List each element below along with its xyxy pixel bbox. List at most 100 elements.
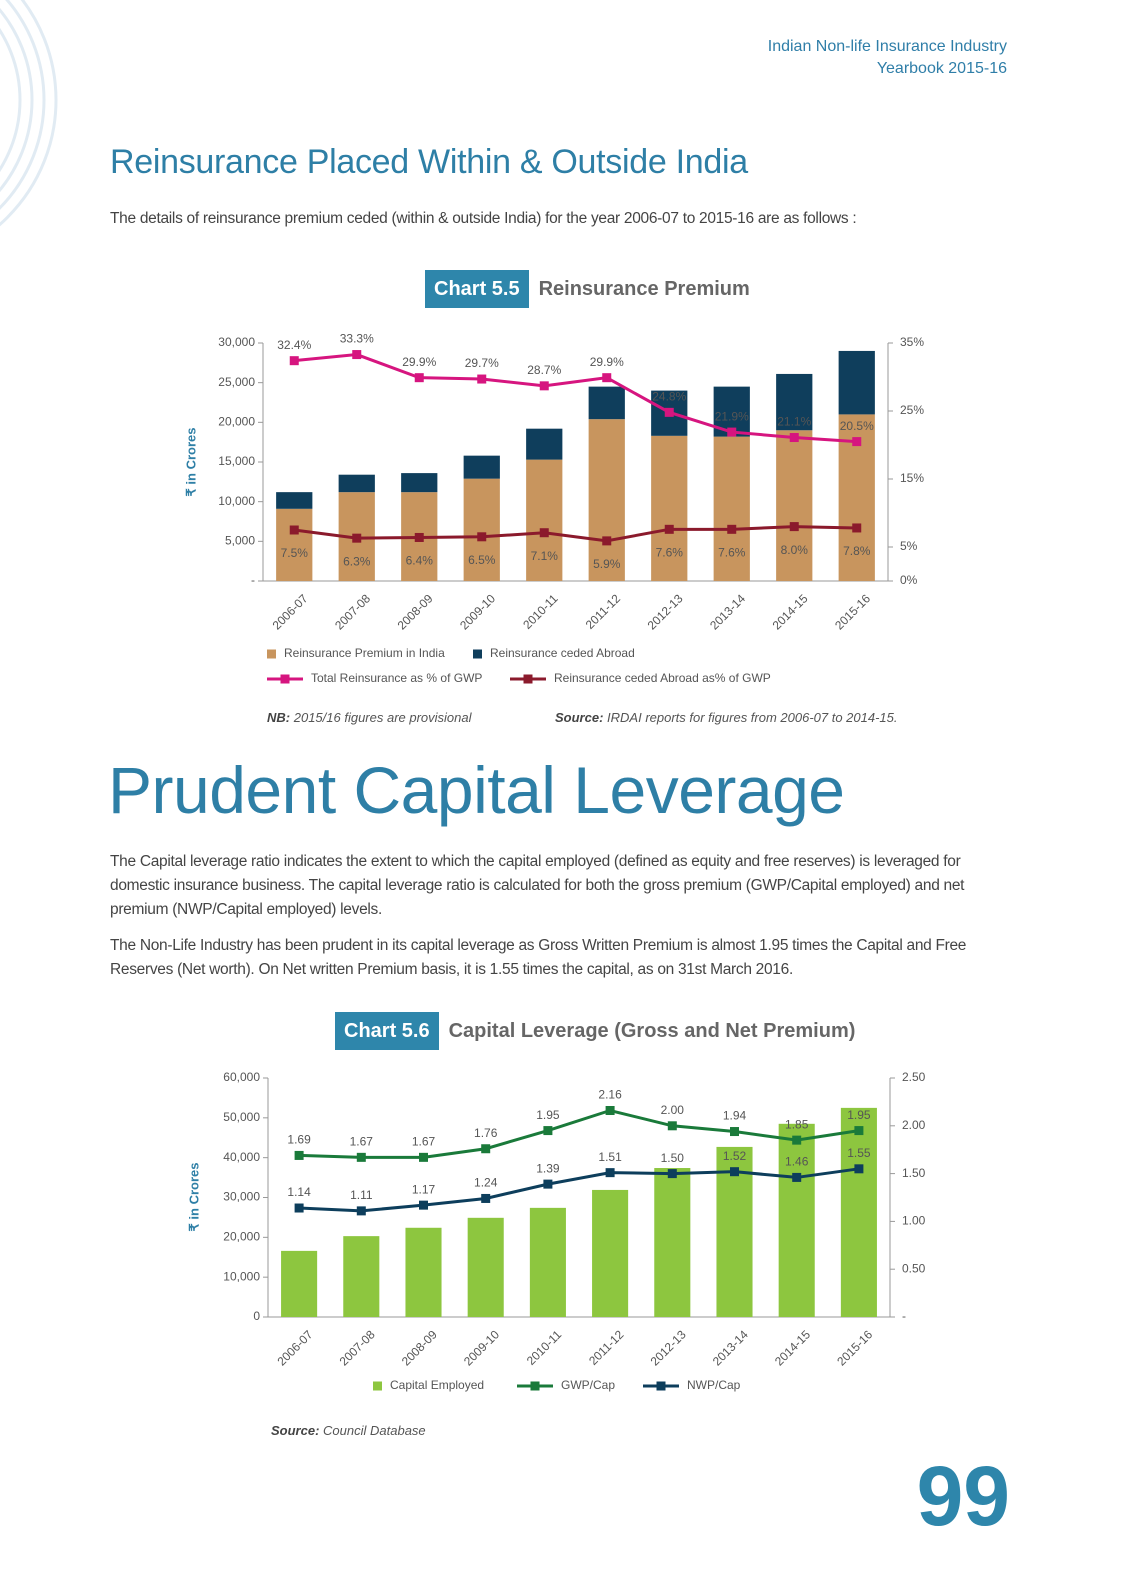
y-tick-label: 0 <box>253 1309 260 1323</box>
data-label: 1.51 <box>598 1150 622 1164</box>
line-marker <box>419 1200 428 1210</box>
bar <box>343 1236 380 1317</box>
bar <box>338 474 375 493</box>
y-tick-label: 5,000 <box>225 534 255 548</box>
data-label: 6.4% <box>406 554 434 568</box>
x-tick-label: 2010-11 <box>524 1327 565 1368</box>
data-label: 7.6% <box>718 545 746 559</box>
line-marker <box>605 1168 615 1178</box>
chart-source: Source: Council Database <box>271 1423 426 1438</box>
y2-tick-label: - <box>902 1309 906 1323</box>
header-line: Indian Non-life Insurance Industry <box>767 38 1007 55</box>
line-marker <box>854 1126 864 1136</box>
legend-swatch <box>523 674 533 684</box>
data-label: 1.11 <box>350 1188 373 1202</box>
data-label: 6.3% <box>343 554 371 568</box>
y-axis-label: ₹ in Crores <box>186 1163 201 1232</box>
line-marker <box>789 522 799 532</box>
chart-note: NB: 2015/16 figures are provisional <box>267 710 472 725</box>
bar <box>463 455 500 479</box>
line-series <box>299 1167 860 1213</box>
line-series <box>299 1108 860 1159</box>
data-label: 1.67 <box>412 1135 436 1149</box>
line-marker <box>419 1152 428 1162</box>
line-marker <box>477 374 487 384</box>
data-label: 2.16 <box>598 1088 622 1102</box>
line-series <box>294 525 857 543</box>
data-label: 1.14 <box>287 1185 311 1199</box>
y-tick-label: 60,000 <box>223 1070 260 1084</box>
legend-label: Reinsurance ceded Abroad <box>490 646 635 660</box>
bar <box>592 1189 629 1317</box>
note-label: NB: <box>267 710 291 725</box>
bar <box>588 386 625 420</box>
y-tick-label: 30,000 <box>223 1190 260 1204</box>
chart-title: Reinsurance Premium <box>538 277 750 300</box>
y-tick-label: 20,000 <box>223 1230 260 1244</box>
y2-tick-label: 0% <box>900 573 918 587</box>
x-tick-label: 2010-11 <box>520 591 561 632</box>
data-label: 24.8% <box>652 390 686 404</box>
bar <box>526 428 563 460</box>
line-marker <box>667 1169 677 1179</box>
paragraph: The Non-Life Industry has been prudent i… <box>110 937 967 978</box>
data-label: 1.50 <box>661 1151 685 1165</box>
line-marker <box>543 1126 553 1136</box>
line-marker <box>539 381 549 391</box>
y2-tick-label: 0.50 <box>902 1261 926 1275</box>
line-marker <box>477 532 487 542</box>
x-tick-label: 2013-14 <box>710 1327 751 1368</box>
legend-swatch <box>280 674 290 684</box>
y-tick-label: 20,000 <box>218 415 255 429</box>
data-label: 1.95 <box>847 1108 871 1122</box>
x-tick-label: 2007-08 <box>337 1327 378 1368</box>
legend-swatch <box>373 1381 382 1391</box>
x-tick-label: 2006-07 <box>270 591 311 632</box>
line-marker <box>852 523 862 533</box>
y-tick-label: 25,000 <box>218 375 255 389</box>
line-marker <box>730 1127 739 1137</box>
data-label: 1.85 <box>785 1117 809 1131</box>
data-label: 1.17 <box>412 1182 436 1196</box>
bar <box>776 373 813 431</box>
data-label: 21.9% <box>715 409 749 423</box>
bar <box>654 1168 691 1317</box>
legend-label: Reinsurance ceded Abroad as% of GWP <box>554 671 771 685</box>
line-marker <box>664 407 674 417</box>
y2-tick-label: 1.50 <box>902 1166 926 1180</box>
line-marker <box>289 356 299 366</box>
line-marker <box>664 524 674 534</box>
bar <box>529 1207 566 1317</box>
line-marker <box>481 1144 491 1154</box>
chart-caption: Chart 5.6 Capital Leverage (Gross and Ne… <box>335 1012 855 1050</box>
bar <box>526 459 563 581</box>
bar <box>776 430 813 581</box>
data-label: 28.7% <box>527 363 561 377</box>
data-label: 1.39 <box>536 1161 560 1175</box>
legend-swatch <box>267 649 276 659</box>
x-tick-label: 2008-09 <box>399 1327 440 1368</box>
line-marker <box>605 1106 615 1116</box>
chart-caption: Chart 5.5 Reinsurance Premium <box>425 270 750 308</box>
data-label: 5.9% <box>593 557 621 571</box>
data-label: 1.94 <box>723 1109 747 1123</box>
data-label: 1.24 <box>474 1176 498 1190</box>
bar <box>276 492 313 509</box>
bar <box>651 435 688 581</box>
data-label: 2.00 <box>661 1103 685 1117</box>
y2-tick-label: 25% <box>900 403 924 417</box>
line-marker <box>852 437 862 447</box>
y-tick-label: 30,000 <box>218 335 255 349</box>
line-marker <box>352 350 362 360</box>
paragraph: The Capital leverage ratio indicates the… <box>110 853 965 918</box>
legend-swatch <box>530 1381 540 1391</box>
line-marker <box>539 528 549 538</box>
line-marker <box>792 1135 802 1145</box>
line-marker <box>854 1164 864 1174</box>
line-marker <box>289 525 299 535</box>
line-marker <box>789 433 799 443</box>
data-label: 8.0% <box>781 543 809 557</box>
y2-tick-label: 5% <box>900 539 918 553</box>
legend-label: Capital Employed <box>390 1378 484 1392</box>
